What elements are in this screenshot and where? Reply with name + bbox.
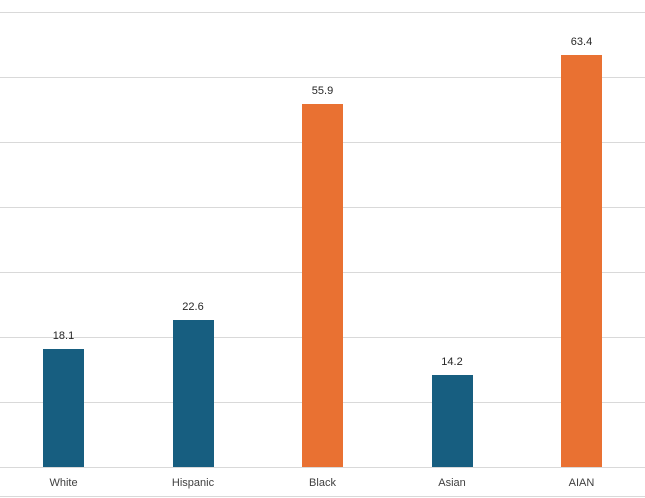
- bar-hispanic: [172, 320, 214, 467]
- category-label: Hispanic: [171, 477, 215, 489]
- bar-white: [43, 349, 84, 467]
- bar-asian: [431, 374, 473, 467]
- bar-black: [302, 103, 343, 467]
- gridline: [0, 77, 645, 78]
- data-label: 18.1: [52, 330, 75, 343]
- category-label: White: [49, 477, 78, 489]
- data-label: 22.6: [182, 301, 204, 314]
- bottom-border: [0, 496, 645, 497]
- bar-aian: [561, 54, 602, 467]
- category-label: Black: [309, 477, 336, 489]
- data-label: 14.2: [441, 355, 463, 368]
- category-label: Asian: [438, 477, 466, 489]
- gridline: [0, 467, 645, 468]
- gridline: [0, 12, 645, 13]
- data-label: 63.4: [570, 35, 593, 48]
- data-label: 55.9: [311, 84, 334, 97]
- category-label: AIAN: [568, 477, 595, 489]
